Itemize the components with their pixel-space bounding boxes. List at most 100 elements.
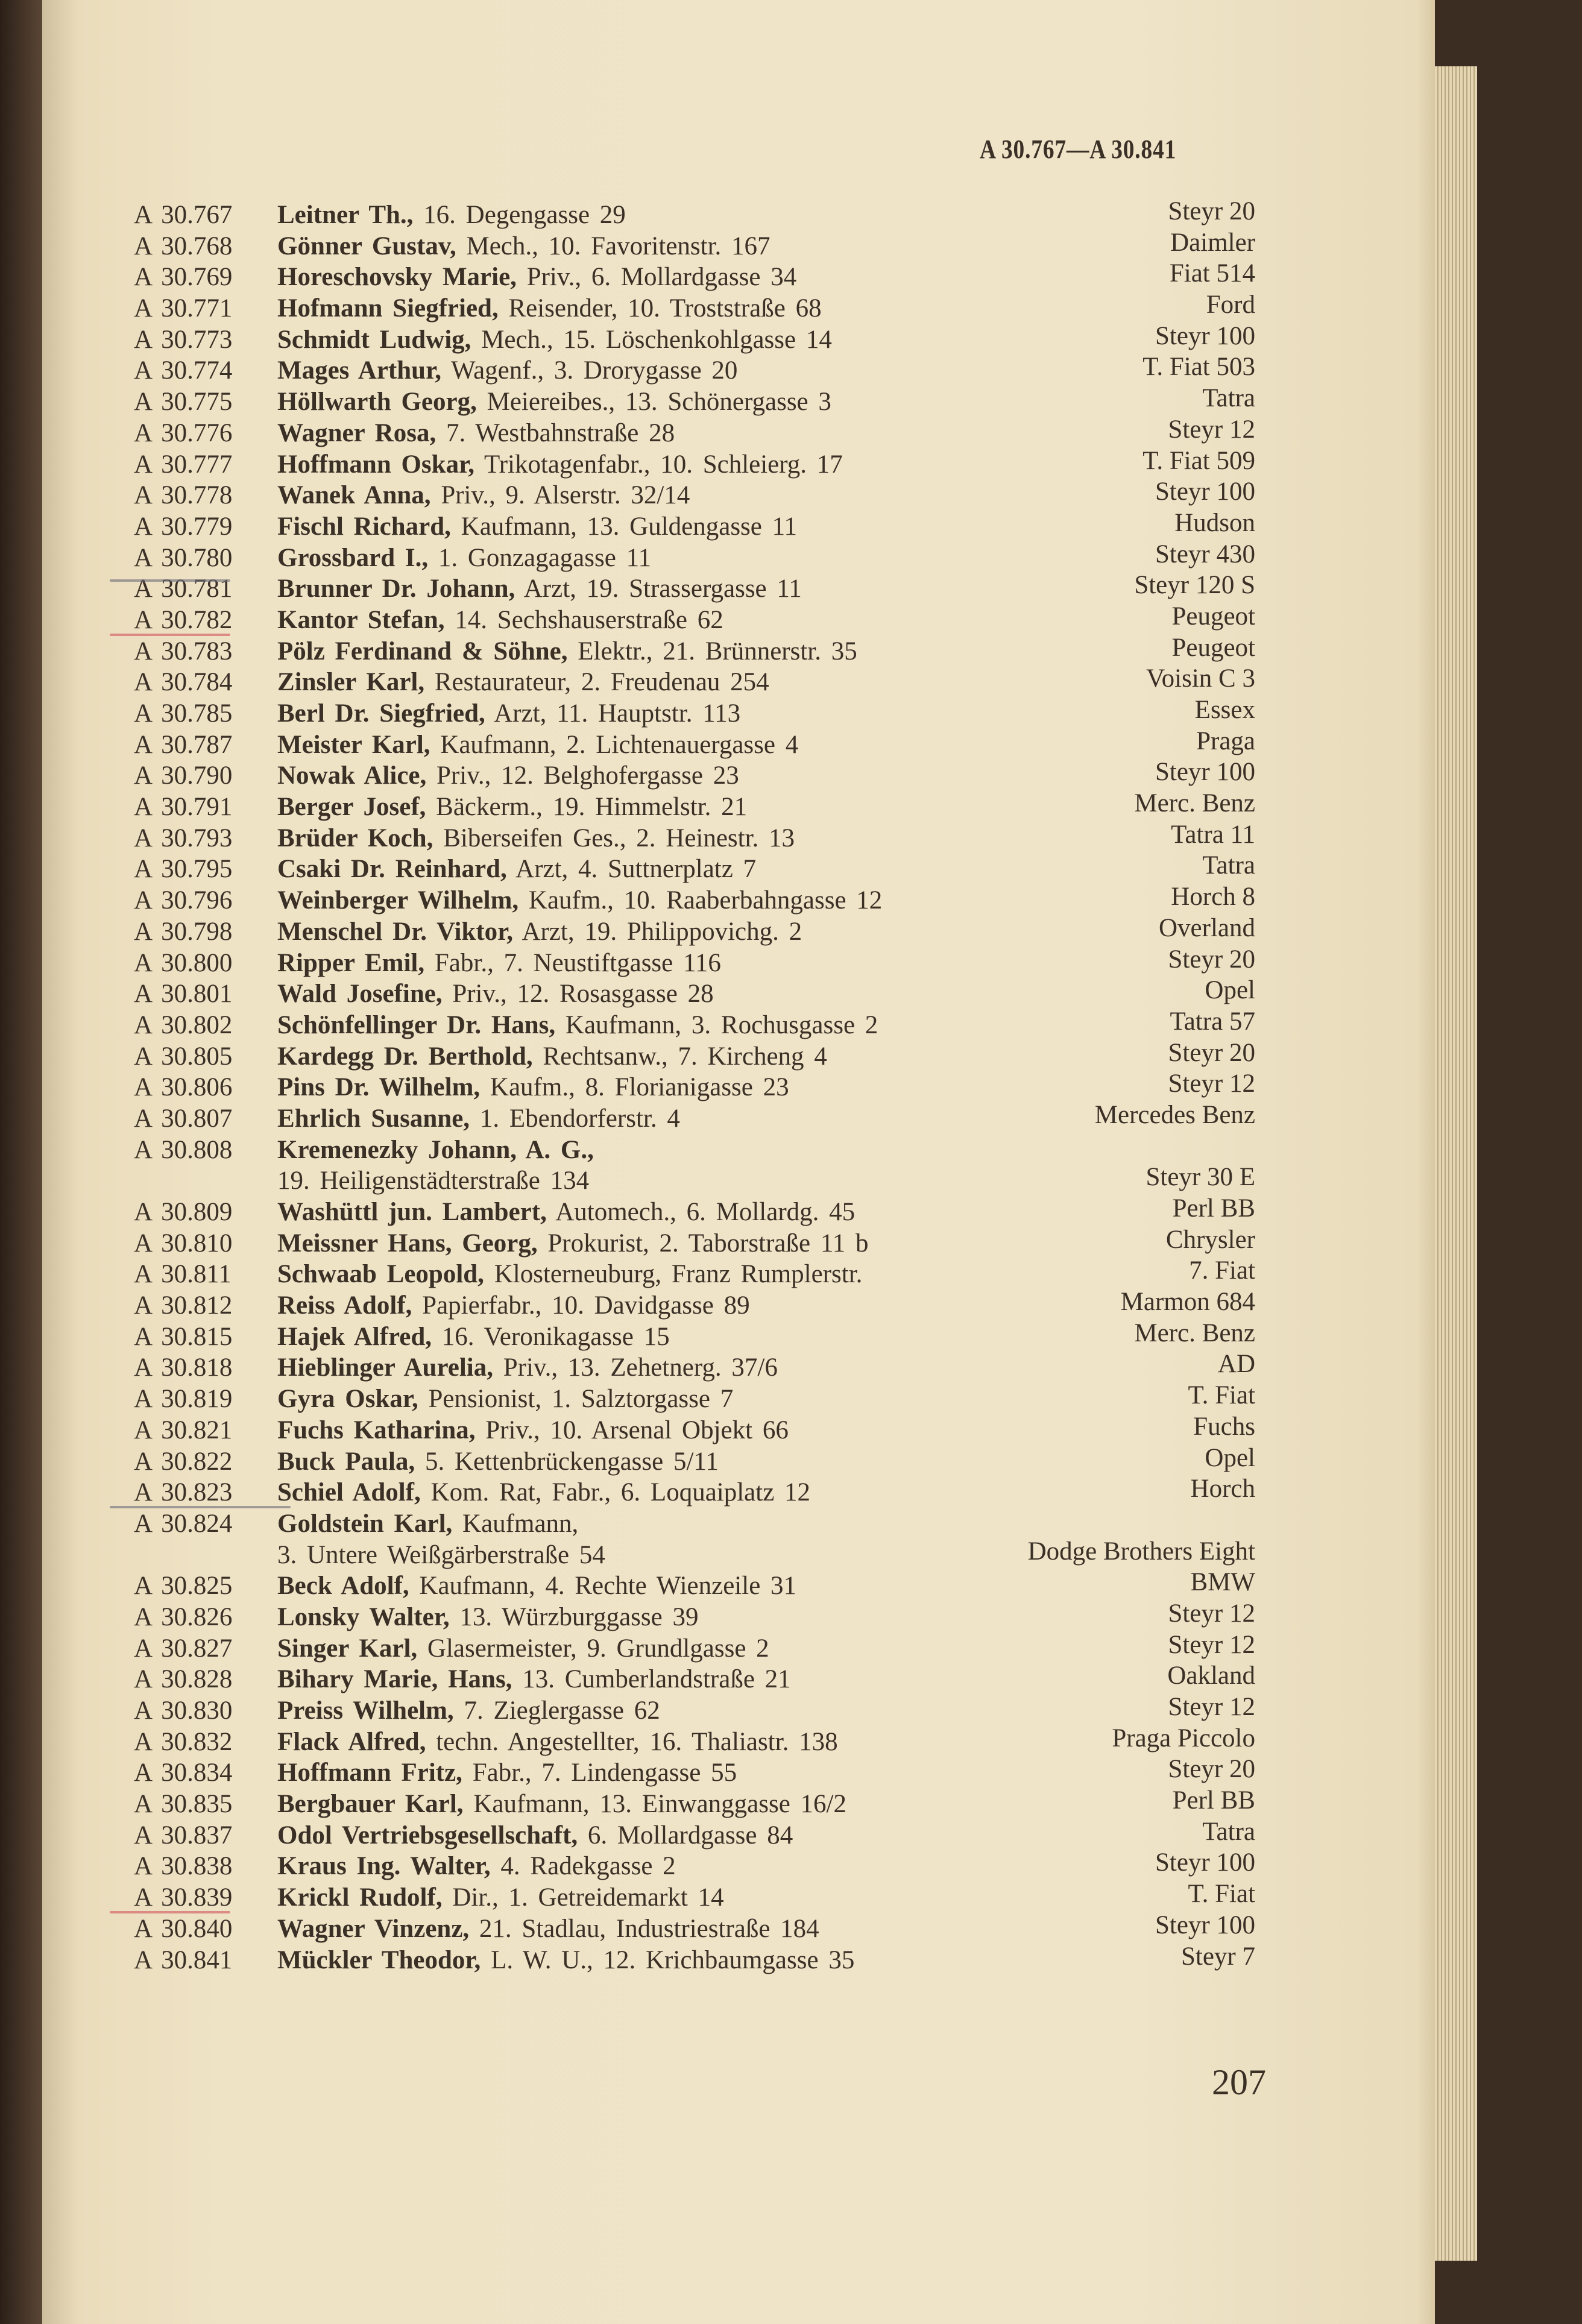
occupation-address: Mech., 10. Favoritenstr. 167 <box>466 231 771 260</box>
phone-number: A 30.785 <box>134 698 273 729</box>
exchange-prefix: A <box>134 512 153 541</box>
directory-entry: A 30.782 Kantor Stefan, 14. Sechshauserstr… <box>110 602 1255 636</box>
phone-number: A 30.780 <box>134 543 273 574</box>
phone-number: A 30.807 <box>134 1103 273 1135</box>
number-value: 30.805 <box>161 1042 233 1071</box>
directory-entry: A 30.840 Wagner Vinzenz, 21. Stadlau, Indu… <box>134 1911 1255 1945</box>
number-value: 30.796 <box>161 886 233 915</box>
car-make: Tatra <box>1202 384 1255 413</box>
occupation-address: 1. Gonzagagasse 11 <box>438 543 651 572</box>
subscriber-name: Menschel Dr. Viktor, <box>277 917 514 946</box>
subscriber-name: Flack Alfred, <box>277 1727 426 1756</box>
exchange-prefix: A <box>134 1385 153 1414</box>
occupation-address: Arzt, 19. Philippovichg. 2 <box>522 917 802 946</box>
occupation-address: Mech., 15. Löschenkohlgasse 14 <box>481 325 832 354</box>
number-value: 30.839 <box>161 1883 233 1912</box>
directory-entry: A 30.790 Nowak Alice, Priv., 12. Belghofer… <box>134 758 1255 792</box>
phone-number: A 30.815 <box>134 1321 273 1353</box>
phone-number: A 30.774 <box>134 355 273 386</box>
entry-text: Meister Karl, Kaufmann, 2. Lichtenauerga… <box>277 729 798 761</box>
exchange-prefix: A <box>134 388 153 417</box>
exchange-prefix: A <box>134 1198 153 1226</box>
occupation-address: Pensionist, 1. Salztorgasse 7 <box>428 1385 734 1414</box>
entry-text: Singer Karl, Glasermeister, 9. Grundlgas… <box>277 1633 769 1664</box>
phone-number: A 30.773 <box>134 324 273 356</box>
phone-number: A 30.777 <box>134 449 273 480</box>
phone-number: A 30.832 <box>134 1727 273 1758</box>
directory-entry: A 30.779 Fischl Richard, Kaufmann, 13. Gul… <box>134 509 1255 543</box>
subscriber-name: Gönner Gustav, <box>277 231 456 260</box>
directory-entry: A 30.802 Schönfellinger Dr. Hans, Kaufmann… <box>134 1007 1255 1041</box>
directory-entry: A 30.841 Mückler Theodor, L. W. U., 12. Kr… <box>134 1942 1255 1976</box>
subscriber-name: Zinsler Karl, <box>277 668 425 697</box>
directory-entry: A 30.834 Hoffmann Fritz, Fabr., 7. Lindeng… <box>134 1755 1255 1789</box>
phone-number: A 30.812 <box>134 1290 273 1321</box>
subscriber-name: Brunner Dr. Johann, <box>277 575 515 603</box>
exchange-prefix: A <box>134 980 153 1009</box>
phone-number: A 30.776 <box>134 418 273 449</box>
number-value: 30.832 <box>161 1727 233 1756</box>
occupation-address: Priv., 10. Arsenal Objekt 66 <box>485 1415 789 1444</box>
phone-number: A 30.834 <box>134 1757 273 1789</box>
number-value: 30.808 <box>161 1135 233 1164</box>
exchange-prefix: A <box>134 1727 153 1756</box>
directory-entry: A 30.822 Buck Paula, 5. Kettenbrückengasse… <box>134 1444 1255 1478</box>
car-make: Perl BB <box>1172 1194 1255 1223</box>
phone-number: A 30.781 <box>134 573 273 605</box>
occupation-address: Biberseifen Ges., 2. Heinestr. 13 <box>443 823 795 852</box>
subscriber-name: Goldstein Karl, <box>277 1509 453 1538</box>
directory-entry: A 30.783 Pölz Ferdinand & Söhne, Elektr., … <box>134 634 1255 667</box>
entry-text: Brunner Dr. Johann, Arzt, 19. Strasserga… <box>277 573 802 605</box>
phone-number: A 30.824 <box>134 1508 273 1540</box>
exchange-prefix: A <box>134 1790 153 1819</box>
car-make: Perl BB <box>1172 1786 1255 1815</box>
entry-text: Kraus Ing. Walter, 4. Radekgasse 2 <box>277 1851 676 1882</box>
number-value: 30.806 <box>161 1073 233 1102</box>
number-value: 30.802 <box>161 1010 233 1039</box>
occupation-address: 13. Cumberlandstraße 21 <box>522 1665 791 1694</box>
entry-text: Flack Alfred, techn. Angestellter, 16. T… <box>277 1727 838 1758</box>
exchange-prefix: A <box>134 1135 153 1164</box>
subscriber-name: Horeschovsky Marie, <box>277 263 517 292</box>
occupation-address: Kaufmann, 2. Lichtenauergasse 4 <box>440 730 799 759</box>
entry-text: Wagner Rosa, 7. Westbahnstraße 28 <box>277 418 675 449</box>
subscriber-name: Schönfellinger Dr. Hans, <box>277 1010 556 1039</box>
occupation-address: 1. Ebendorferstr. 4 <box>479 1104 680 1133</box>
occupation-address: techn. Angestellter, 16. Thaliastr. 138 <box>436 1727 838 1756</box>
phone-number: A 30.798 <box>134 916 273 948</box>
car-make: BMW <box>1190 1568 1256 1597</box>
occupation-address: Papierfabr., 10. Davidgasse 89 <box>422 1291 750 1320</box>
occupation-address: Kaufm., 8. Florianigasse 23 <box>490 1073 789 1102</box>
directory-entry: A 30.800 Ripper Emil, Fabr., 7. Neustiftga… <box>134 945 1255 979</box>
entry-text: Leitner Th., 16. Degengasse 29 <box>277 200 626 231</box>
exchange-prefix: A <box>134 325 153 354</box>
directory-entry: A 30.823 Schiel Adolf, Kom. Rat, Fabr., 6.… <box>110 1475 1255 1509</box>
entry-text: Wagner Vinzenz, 21. Stadlau, Industriest… <box>277 1913 819 1945</box>
subscriber-name: Kraus Ing. Walter, <box>277 1852 491 1881</box>
subscriber-name: Washüttl jun. Lambert, <box>277 1198 547 1226</box>
occupation-address: 16. Degengasse 29 <box>423 201 626 229</box>
subscriber-name: Singer Karl, <box>277 1634 418 1663</box>
car-make: Merc. Benz <box>1134 1318 1255 1347</box>
directory-entry: A 30.828 Bihary Marie, Hans, 13. Cumberlan… <box>134 1661 1255 1695</box>
number-value: 30.775 <box>161 388 233 417</box>
directory-entry: A 30.837 Odol Vertriebsgesellschaft, 6. Mo… <box>134 1818 1255 1851</box>
number-value: 30.840 <box>161 1914 233 1943</box>
subscriber-name: Meister Karl, <box>277 730 430 759</box>
exchange-prefix: A <box>134 1291 153 1320</box>
directory-entry: A 30.824 Goldstein Karl, Kaufmann, <box>134 1508 1255 1540</box>
entry-text: Washüttl jun. Lambert, Automech., 6. Mol… <box>277 1197 855 1228</box>
subscriber-name: Wagner Rosa, <box>277 418 436 447</box>
entry-text: Gönner Gustav, Mech., 10. Favoritenstr. … <box>277 231 771 262</box>
phone-number: A 30.838 <box>134 1851 273 1882</box>
directory-entry: A 30.777 Hoffmann Oskar, Trikotagenfabr., … <box>134 447 1255 480</box>
car-make: Steyr 7 <box>1180 1942 1255 1971</box>
directory-entry: A 30.815 Hajek Alfred, 16. Veronikagasse 1… <box>134 1318 1255 1353</box>
number-value: 30.771 <box>161 294 233 323</box>
subscriber-name: Fuchs Katharina, <box>277 1415 476 1444</box>
entry-text: Ripper Emil, Fabr., 7. Neustiftgasse 116 <box>277 948 721 979</box>
subscriber-name: Hofmann Siegfried, <box>277 294 499 323</box>
entry-text: Hajek Alfred, 16. Veronikagasse 15 <box>277 1321 670 1353</box>
subscriber-name: Hoffmann Oskar, <box>277 450 474 479</box>
directory-entry: A 30.807 Ehrlich Susanne, 1. Ebendorferstr… <box>134 1101 1255 1135</box>
